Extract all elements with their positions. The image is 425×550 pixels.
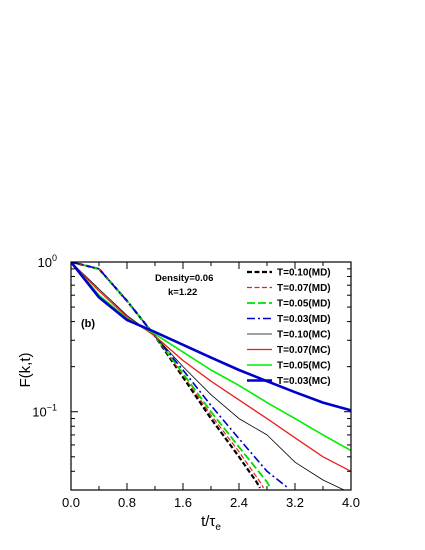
tick-layer — [70, 261, 352, 491]
x-tick-label-4: 3.2 — [286, 495, 304, 510]
legend-label-7: T=0.03(MC) — [277, 376, 331, 387]
y-tick-base-0: 10 — [38, 255, 52, 270]
legend-label-0: T=0.10(MD) — [277, 268, 331, 279]
x-tick-label-1: 0.8 — [118, 495, 136, 510]
y-tick-label-0: 100 — [38, 253, 57, 270]
legend-label-4: T=0.10(MC) — [277, 330, 331, 341]
series-layer — [71, 262, 351, 490]
x-axis-title: t/τe — [201, 513, 221, 533]
legend: T=0.10(MD) T=0.07(MD) T=0.05(MD) T=0.03(MD)… — [247, 268, 331, 387]
x-axis-title-sub: e — [215, 522, 221, 533]
series-line-0 — [71, 262, 261, 489]
series-line-4 — [71, 262, 345, 490]
series-line-3 — [71, 262, 289, 489]
y-tick-exp-0: 0 — [52, 253, 57, 263]
x-tick-label-3: 2.4 — [230, 495, 248, 510]
annotation-k: k=1.22 — [168, 287, 197, 298]
y-tick-base-1: 10 — [32, 405, 46, 420]
y-tick-exp-1: −1 — [47, 403, 57, 413]
legend-label-5: T=0.07(MC) — [277, 345, 331, 356]
x-tick-label-0: 0.0 — [62, 495, 80, 510]
x-axis-title-main: t/τ — [201, 513, 215, 530]
annotation-density: Density=0.06 — [155, 273, 213, 284]
legend-label-1: T=0.07(MD) — [277, 283, 331, 294]
legend-label-3: T=0.03(MD) — [277, 314, 331, 325]
series-line-6 — [71, 262, 351, 452]
legend-label-6: T=0.05(MC) — [277, 361, 331, 372]
panel-label: (b) — [81, 318, 95, 330]
series-line-7 — [71, 262, 351, 412]
y-tick-label-1: 10−1 — [32, 403, 57, 420]
x-tick-label-5: 4.0 — [342, 495, 360, 510]
y-axis-title: F(k,t) — [17, 353, 34, 388]
legend-label-2: T=0.05(MD) — [277, 299, 331, 310]
x-tick-label-2: 1.6 — [174, 495, 192, 510]
series-line-5 — [71, 262, 351, 472]
